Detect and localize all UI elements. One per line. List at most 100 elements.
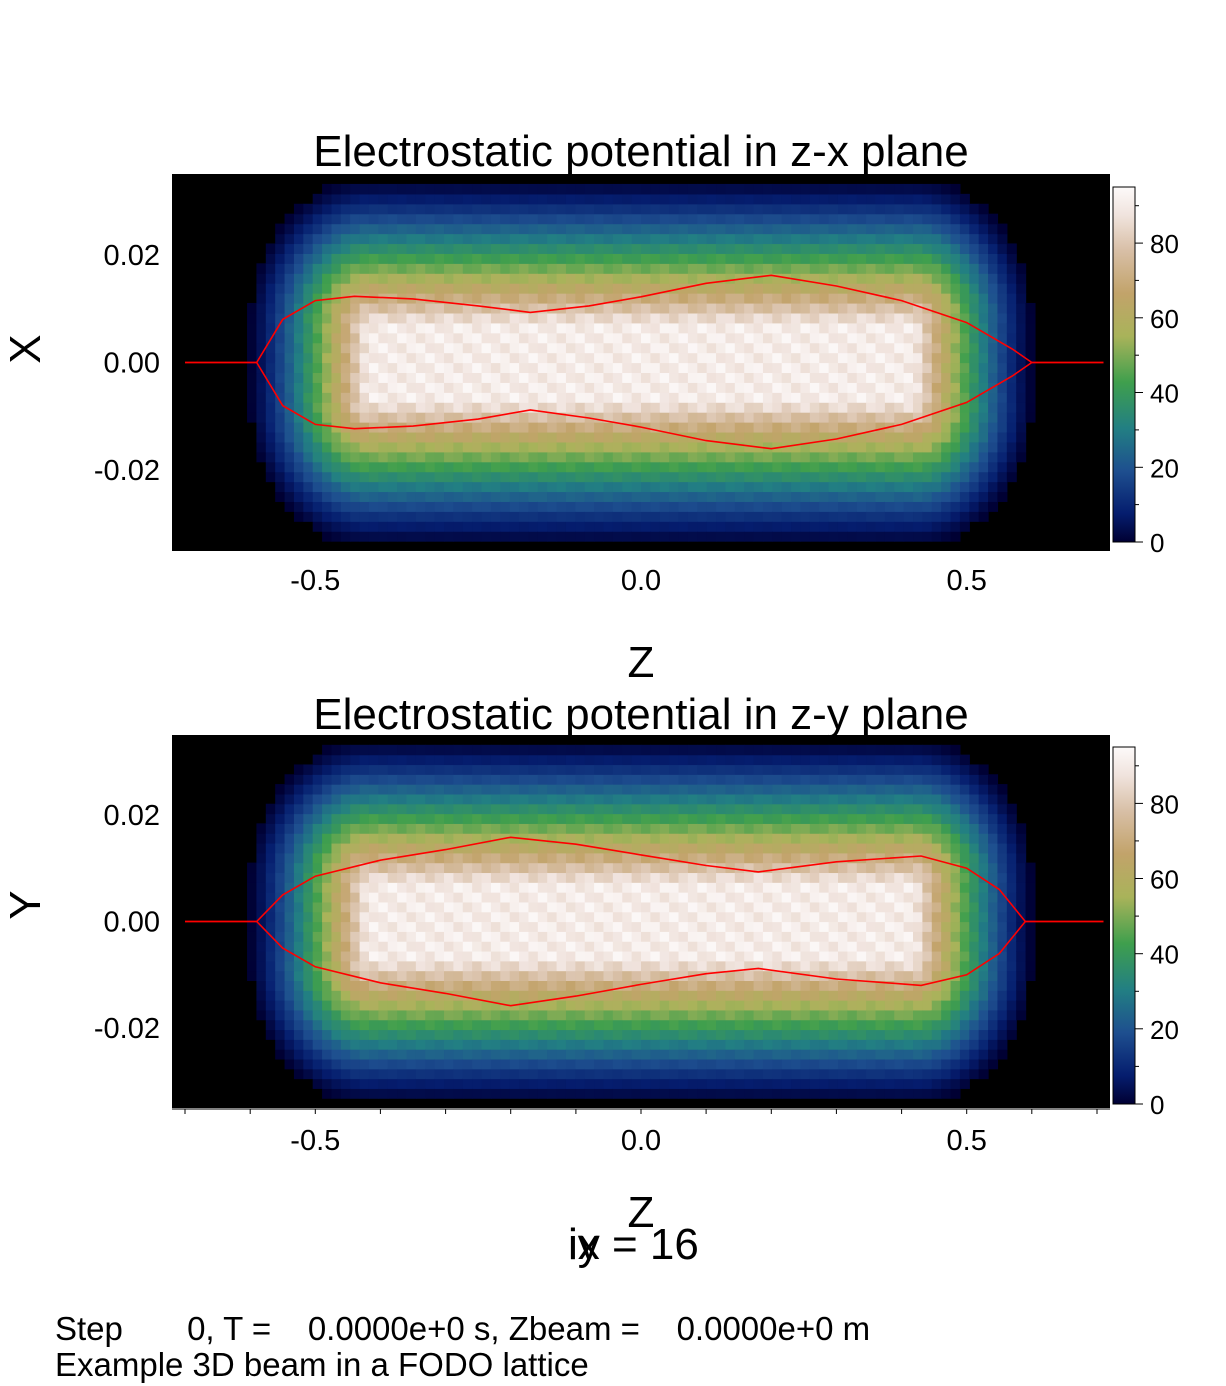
heatmap-cell xyxy=(791,774,802,785)
heatmap-cell xyxy=(331,461,342,473)
heatmap-cell xyxy=(472,1000,483,1011)
heatmap-cell xyxy=(800,970,811,981)
heatmap-cell xyxy=(284,941,295,952)
heatmap-cell xyxy=(528,372,539,383)
heatmap-cell xyxy=(575,491,586,502)
heatmap-cell xyxy=(453,283,464,294)
heatmap-cell xyxy=(762,921,773,932)
heatmap-cell xyxy=(397,1029,408,1040)
heatmap-cell xyxy=(997,312,1008,324)
heatmap-cell xyxy=(312,911,323,923)
heatmap-cell xyxy=(378,803,389,815)
heatmap-cell xyxy=(697,833,708,844)
heatmap-cell xyxy=(753,803,764,815)
heatmap-cell xyxy=(547,1049,558,1060)
heatmap-cell xyxy=(284,793,295,805)
heatmap-cell xyxy=(425,283,436,294)
heatmap-cell xyxy=(753,1009,764,1021)
heatmap-cell xyxy=(866,302,877,314)
heatmap-cell xyxy=(716,273,727,284)
heatmap-cell xyxy=(725,481,736,493)
heatmap-cell xyxy=(490,1019,501,1031)
heatmap-cell xyxy=(744,813,755,824)
heatmap-cell xyxy=(659,784,670,795)
heatmap-cell xyxy=(631,1029,642,1040)
heatmap-cell xyxy=(594,774,605,785)
heatmap-cell xyxy=(528,1058,539,1070)
heatmap-cell xyxy=(894,382,905,393)
heatmap-cell xyxy=(641,302,651,314)
heatmap-cell xyxy=(462,501,473,512)
heatmap-cell xyxy=(650,501,661,512)
heatmap-cell xyxy=(312,233,323,245)
heatmap-cell xyxy=(425,744,436,756)
heatmap-cell xyxy=(575,872,586,883)
heatmap-cell xyxy=(762,1009,773,1021)
heatmap-cell xyxy=(312,921,323,932)
heatmap-cell xyxy=(500,990,511,1001)
heatmap-cell xyxy=(340,392,351,403)
heatmap-cell xyxy=(434,362,445,374)
heatmap-cell xyxy=(415,213,426,225)
heatmap-cell xyxy=(387,744,398,756)
heatmap-cell xyxy=(509,774,520,785)
heatmap-cell xyxy=(350,362,361,374)
heatmap-cell xyxy=(603,754,614,766)
heatmap-cell xyxy=(406,193,417,205)
heatmap-cell xyxy=(762,950,773,962)
heatmap-cell xyxy=(678,352,689,364)
heatmap-cell xyxy=(753,382,764,393)
heatmap-cell xyxy=(913,183,923,195)
heatmap-cell xyxy=(950,243,961,254)
heatmap-cell xyxy=(809,422,820,433)
heatmap-cell xyxy=(256,372,267,383)
heatmap-cell xyxy=(678,1039,689,1050)
heatmap-cell xyxy=(472,980,483,991)
heatmap-cell xyxy=(631,960,642,972)
heatmap-cell xyxy=(397,960,408,972)
heatmap-cell xyxy=(509,402,520,413)
heatmap-cell xyxy=(744,322,755,334)
heatmap-cell xyxy=(997,451,1008,463)
heatmap-cell xyxy=(584,451,595,463)
heatmap-cell xyxy=(378,882,389,893)
heatmap-cell xyxy=(265,243,276,254)
heatmap-cell xyxy=(791,441,802,453)
heatmap-cell xyxy=(969,312,980,324)
heatmap-cell xyxy=(903,243,914,254)
heatmap-cell xyxy=(378,382,389,393)
heatmap-cell xyxy=(575,744,586,756)
heatmap-cell xyxy=(584,784,595,795)
heatmap-cell xyxy=(659,273,670,284)
heatmap-cell xyxy=(894,193,905,205)
heatmap-cell xyxy=(293,901,304,913)
heatmap-cell xyxy=(753,774,764,785)
heatmap-cell xyxy=(847,451,858,463)
heatmap-cell xyxy=(284,950,295,962)
heatmap-cell xyxy=(622,1078,633,1089)
heatmap-cell xyxy=(415,1039,426,1050)
heatmap-cell xyxy=(884,223,895,235)
heatmap-cell xyxy=(734,744,745,756)
heatmap-cell xyxy=(678,372,689,383)
heatmap-cell xyxy=(462,1088,473,1099)
heatmap-cell xyxy=(631,842,642,854)
heatmap-cell xyxy=(603,941,614,952)
heatmap-cell xyxy=(641,1049,651,1060)
heatmap-cell xyxy=(791,823,802,834)
heatmap-cell xyxy=(631,970,642,981)
heatmap-cell xyxy=(594,342,605,354)
heatmap-cell xyxy=(434,273,445,284)
heatmap-cell xyxy=(528,422,539,433)
heatmap-cell xyxy=(800,273,811,284)
heatmap-cell xyxy=(584,342,595,354)
heatmap-cell xyxy=(706,960,717,972)
heatmap-cell xyxy=(612,941,623,952)
heatmap-cell xyxy=(387,833,398,844)
heatmap-cell xyxy=(322,754,333,766)
heatmap-cell xyxy=(753,1029,764,1040)
heatmap-cell xyxy=(791,1088,802,1099)
heatmap-cell xyxy=(894,402,905,413)
heatmap-cell xyxy=(744,283,755,294)
heatmap-cell xyxy=(350,471,361,483)
